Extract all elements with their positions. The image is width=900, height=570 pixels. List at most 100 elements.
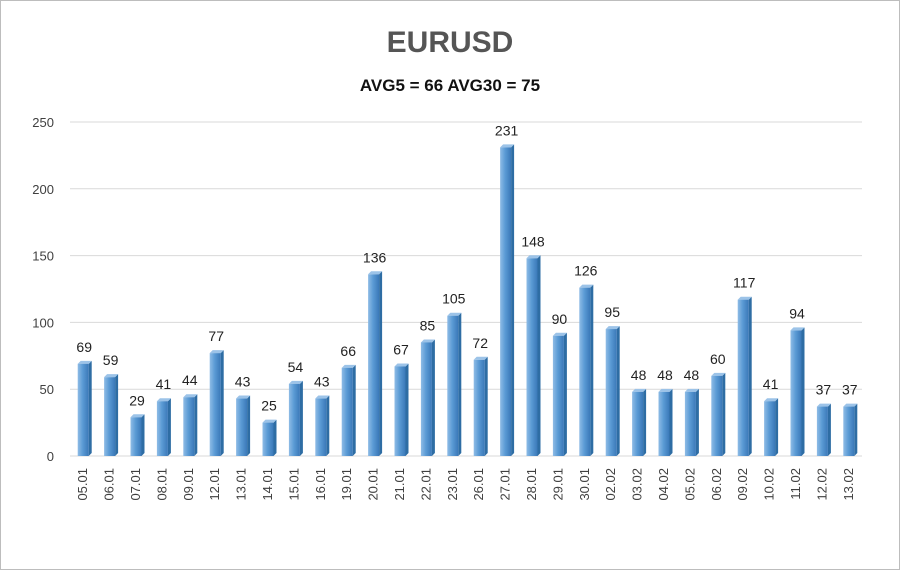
bar-front [368,274,380,456]
data-label: 59 [103,352,119,368]
bar [315,395,330,456]
bar [183,394,198,456]
bar [552,332,567,456]
x-tick-label: 05.02 [682,468,697,501]
y-tick-label: 150 [32,249,54,264]
bar-side [801,327,805,456]
bar [790,327,805,456]
bar-top [368,271,383,275]
bar-front [552,335,564,456]
bar [500,144,515,456]
bar-side [669,388,673,456]
bar-side [405,363,409,456]
data-label: 48 [657,367,673,383]
bar-top [711,372,726,376]
bar-front [420,342,432,456]
bar-top [500,144,515,148]
bar-top [764,398,779,402]
bar-side [458,312,462,456]
bar-side [115,374,119,456]
bar-side [563,332,567,456]
data-label: 77 [208,328,224,344]
data-label: 43 [314,374,330,390]
chart-subtitle: AVG5 = 66 AVG30 = 75 [359,76,541,95]
bar [288,380,303,456]
data-label: 66 [340,343,356,359]
data-label: 60 [710,351,726,367]
bar-top [394,363,409,367]
bar-top [209,350,224,354]
bar-front [605,329,617,456]
bar-top [552,332,567,336]
y-tick-label: 50 [40,382,54,397]
bar-side [299,380,303,456]
x-tick-label: 03.02 [630,468,645,501]
bar-top [843,403,858,407]
bar-side [590,284,594,456]
bar-front [156,401,168,456]
bar-top [315,395,330,399]
bar-side [88,360,92,456]
bar-top [579,284,594,288]
bar [262,419,277,456]
bar-top [737,296,752,300]
bar-top [341,364,356,368]
x-tick-label: 26.01 [471,468,486,501]
bar [473,356,488,456]
bar [420,339,435,456]
bar [341,364,356,456]
bar-front [737,299,749,456]
data-label: 37 [816,382,832,398]
x-tick-label: 06.02 [709,468,724,501]
bar-side [352,364,356,456]
x-tick-label: 14.01 [260,468,275,501]
data-label: 117 [733,275,756,291]
data-label: 43 [235,374,251,390]
x-tick-label: 21.01 [392,468,407,501]
x-tick-label: 05.01 [75,468,90,501]
bar [209,350,224,456]
data-label: 48 [631,367,647,383]
bar [526,255,541,456]
bar [394,363,409,456]
bar-front [684,391,696,456]
data-label: 85 [420,317,436,333]
bar-front [658,391,670,456]
bar-side [141,414,145,456]
data-label: 90 [552,311,568,327]
bar-front [632,391,644,456]
bar [737,296,752,456]
bar-front [130,417,142,456]
x-tick-label: 20.01 [366,468,381,501]
bar-front [816,406,828,456]
bar [843,403,858,456]
bar-side [220,350,224,456]
bar-side [854,403,858,456]
bar-front [341,367,353,456]
data-label: 231 [495,122,519,138]
data-label: 95 [604,304,620,320]
bar-front [526,258,538,456]
data-label: 41 [156,376,172,392]
bar-front [288,383,300,456]
x-tick-label: 06.01 [102,468,117,501]
y-tick-label: 250 [32,115,54,130]
x-tick-label: 27.01 [498,468,513,501]
x-tick-label: 16.01 [313,468,328,501]
data-label: 126 [574,263,598,279]
bar [447,312,462,456]
bar-top [104,374,119,378]
bar-side [748,296,752,456]
x-tick-label: 12.01 [207,468,222,501]
bar-front [77,363,89,456]
bar-side [722,372,726,456]
bar-front [500,147,512,456]
x-tick-label: 04.02 [656,468,671,501]
bar-side [537,255,541,456]
bar-top [632,388,647,392]
bar-side [827,403,831,456]
bar-side [484,356,488,456]
bar-side [247,395,251,456]
bar-top [658,388,673,392]
